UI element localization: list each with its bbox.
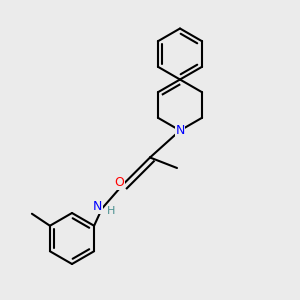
- Text: O: O: [115, 176, 124, 190]
- Text: N: N: [175, 124, 185, 137]
- Text: N: N: [93, 200, 102, 214]
- Text: H: H: [107, 206, 115, 216]
